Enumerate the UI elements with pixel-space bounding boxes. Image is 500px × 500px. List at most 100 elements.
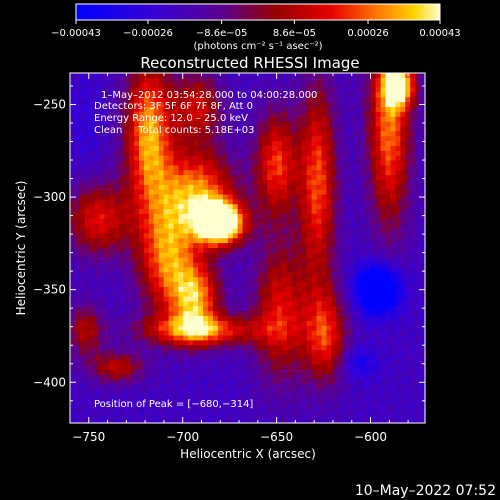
heatmap-cell (143, 87, 150, 94)
heatmap-cell (390, 228, 397, 235)
heatmap-cell (375, 121, 382, 128)
heatmap-cell (365, 87, 372, 94)
heatmap-cell (282, 257, 288, 264)
heatmap-cell (341, 413, 347, 419)
heatmap-cell (257, 398, 263, 405)
heatmap-cell (143, 272, 150, 278)
heatmap-cell (104, 340, 111, 346)
heatmap-cell (405, 252, 411, 259)
heatmap-cell (79, 213, 86, 220)
heatmap-cell (208, 398, 214, 405)
heatmap-cell (272, 262, 278, 269)
heatmap-cell (114, 282, 120, 288)
heatmap-cell (296, 379, 303, 385)
heatmap-cell (212, 379, 219, 385)
heatmap-cell (94, 238, 101, 244)
heatmap-cell (385, 413, 392, 419)
heatmap-cell (129, 111, 135, 118)
heatmap-cell (311, 393, 318, 400)
heatmap-cell (331, 238, 337, 244)
heatmap-cell (282, 388, 288, 395)
heatmap-cell (277, 345, 283, 351)
heatmap-cell (188, 73, 194, 79)
heatmap-cell (380, 350, 387, 356)
heatmap-cell (237, 311, 244, 317)
heatmap-cell (405, 189, 411, 196)
heatmap-cell (84, 418, 91, 424)
heatmap-cell (365, 393, 372, 400)
heatmap-cell (272, 116, 278, 123)
heatmap-cell (355, 296, 362, 303)
heatmap-cell (296, 418, 303, 424)
heatmap-cell (178, 359, 184, 366)
heatmap-cell (375, 243, 382, 249)
heatmap-cell (242, 150, 249, 157)
heatmap-cell (375, 160, 382, 166)
heatmap-cell (114, 218, 120, 225)
heatmap-cell (79, 345, 86, 351)
heatmap-cell (114, 364, 120, 371)
heatmap-cell (203, 92, 209, 98)
heatmap-cell (321, 92, 327, 98)
heatmap-cell (405, 150, 411, 157)
heatmap-cell (331, 155, 337, 162)
heatmap-cell (252, 379, 258, 385)
heatmap-cell (153, 155, 160, 162)
heatmap-cell (355, 131, 362, 137)
heatmap-cell (237, 141, 244, 147)
heatmap-cell (286, 228, 293, 235)
heatmap-cell (188, 330, 194, 337)
heatmap-cell (336, 301, 342, 307)
heatmap-cell (296, 150, 303, 157)
heatmap-cell (139, 286, 145, 293)
heatmap-cell (198, 126, 204, 132)
heatmap-cell (84, 155, 91, 162)
heatmap-cell (400, 204, 406, 210)
heatmap-cell (232, 121, 239, 128)
heatmap-cell (291, 384, 298, 390)
heatmap-cell (222, 364, 229, 371)
heatmap-cell (351, 82, 357, 89)
heatmap-cell (94, 340, 101, 346)
heatmap-cell (380, 398, 387, 405)
heatmap-cell (222, 311, 229, 317)
heatmap-cell (143, 345, 150, 351)
heatmap-cell (208, 306, 214, 312)
heatmap-cell (134, 243, 140, 249)
heatmap-cell (306, 267, 313, 273)
heatmap-cell (262, 320, 268, 327)
heatmap-cell (252, 286, 258, 293)
heatmap-cell (193, 267, 199, 273)
heatmap-cell (99, 194, 106, 200)
heatmap-cell (119, 286, 125, 293)
heatmap-cell (326, 175, 332, 181)
heatmap-cell (306, 97, 313, 103)
heatmap-cell (70, 257, 76, 264)
heatmap-cell (74, 82, 81, 89)
heatmap-cell (153, 369, 160, 375)
heatmap-cell (129, 413, 135, 419)
heatmap-cell (370, 257, 377, 264)
heatmap-cell (79, 262, 86, 269)
heatmap-cell (355, 243, 362, 249)
heatmap-cell (237, 243, 244, 249)
heatmap-cell (390, 131, 397, 137)
heatmap-cell (70, 97, 76, 103)
heatmap-cell (227, 82, 234, 89)
heatmap-cell (109, 325, 115, 332)
heatmap-cell (139, 204, 145, 210)
heatmap-cell (168, 340, 175, 346)
heatmap-cell (232, 170, 239, 176)
heatmap-cell (301, 189, 308, 196)
heatmap-cell (193, 150, 199, 157)
heatmap-cell (109, 175, 115, 181)
heatmap-cell (277, 243, 283, 249)
heatmap-cell (70, 233, 76, 239)
heatmap-cell (79, 179, 86, 186)
heatmap-cell (311, 121, 318, 128)
heatmap-cell (222, 145, 229, 152)
heatmap-cell (173, 111, 180, 118)
heatmap-cell (380, 92, 387, 98)
heatmap-cell (217, 199, 224, 205)
heatmap-cell (227, 194, 234, 200)
